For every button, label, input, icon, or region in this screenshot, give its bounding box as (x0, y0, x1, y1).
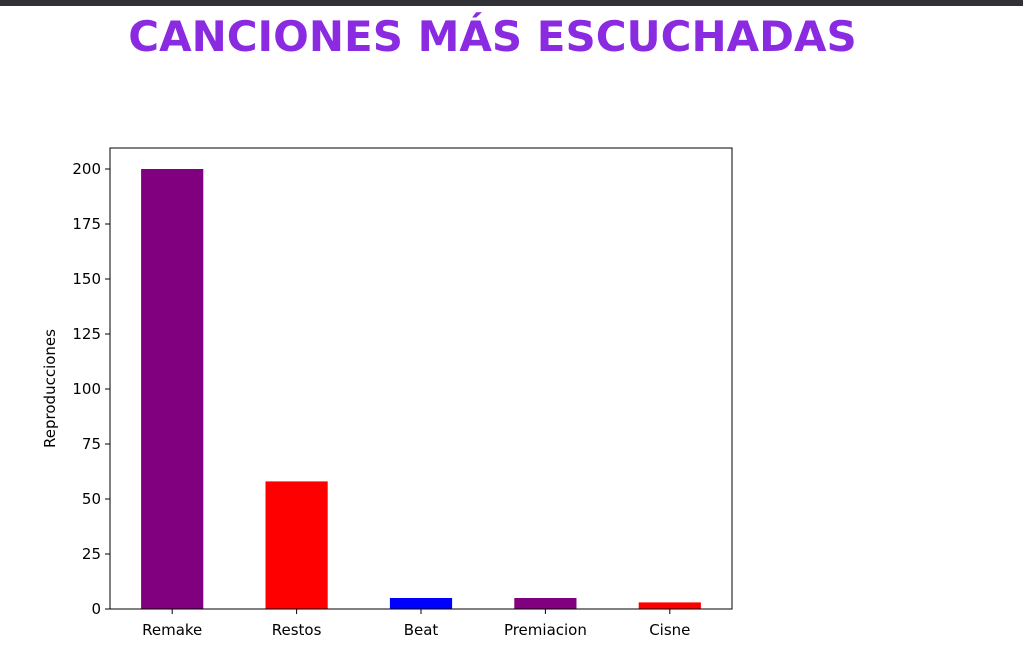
y-tick-label: 25 (82, 545, 101, 563)
y-tick-label: 0 (91, 600, 101, 618)
bar-beat (389, 598, 453, 609)
bar-cisne (638, 602, 701, 609)
bar-restos (265, 481, 328, 609)
top-bar (0, 0, 1023, 6)
bar-remake (141, 169, 204, 609)
bar-premiacion (514, 598, 577, 609)
x-tick-label: Beat (404, 621, 439, 639)
y-axis-label: Reproducciones (41, 329, 59, 448)
y-tick-label: 200 (72, 160, 101, 178)
y-tick-label: 175 (72, 215, 101, 233)
y-tick-label: 50 (82, 490, 101, 508)
y-tick-label: 125 (72, 325, 101, 343)
y-tick-label: 100 (72, 380, 101, 398)
y-tick-label: 75 (82, 435, 101, 453)
x-tick-label: Remake (142, 621, 202, 639)
plot-frame (109, 147, 733, 610)
y-tick-label: 150 (72, 270, 101, 288)
x-tick-label: Premiacion (504, 621, 587, 639)
x-tick-label: Restos (272, 621, 322, 639)
x-tick-label: Cisne (649, 621, 690, 639)
page-title: CANCIONES MÁS ESCUCHADAS (128, 12, 857, 61)
